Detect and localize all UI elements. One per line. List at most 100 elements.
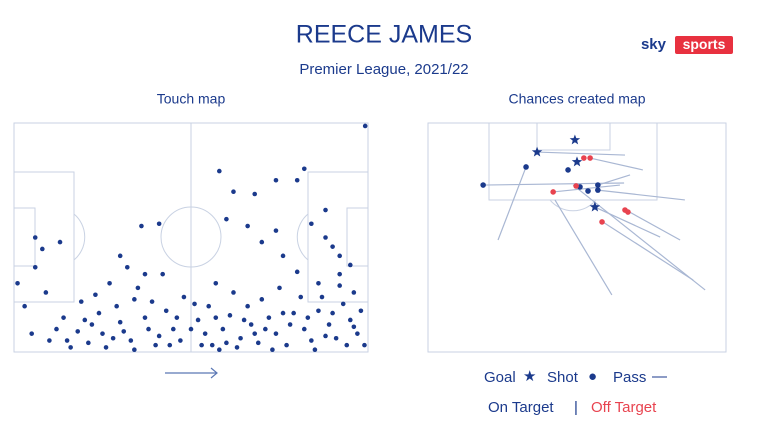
touch	[259, 239, 265, 245]
touch	[309, 338, 314, 343]
touch	[156, 333, 162, 339]
touch	[273, 177, 279, 183]
touch	[15, 281, 20, 286]
touch	[43, 290, 49, 295]
logo-sky: sky	[641, 36, 667, 53]
touch	[64, 338, 70, 343]
touch	[266, 315, 272, 320]
touch	[355, 331, 360, 336]
touch	[32, 264, 38, 270]
touch	[192, 301, 197, 307]
shot	[595, 187, 601, 193]
marks	[15, 123, 706, 353]
touch	[174, 315, 180, 320]
touch	[362, 123, 368, 129]
legend-pass-icon: —	[652, 368, 667, 385]
touch	[337, 283, 342, 288]
touch	[280, 310, 286, 316]
legend-shot-icon: ●	[588, 368, 597, 385]
touch	[301, 326, 307, 332]
legend-off-target: Off Target	[591, 399, 657, 416]
goal	[569, 134, 581, 145]
touch	[270, 347, 275, 353]
logo-box	[675, 36, 733, 54]
touch	[124, 264, 130, 270]
touch	[32, 235, 38, 240]
legend-separator: |	[574, 399, 578, 416]
touch	[348, 262, 353, 268]
pass	[594, 206, 661, 238]
touch	[348, 317, 353, 323]
title: REECE JAMES	[296, 21, 472, 49]
touch	[344, 342, 350, 348]
touch	[330, 244, 335, 249]
touch	[291, 310, 296, 316]
legend-goal: Goal	[484, 369, 516, 386]
touch	[323, 333, 328, 339]
touch	[259, 297, 265, 302]
pass	[597, 174, 631, 186]
touch	[298, 294, 304, 300]
touch	[22, 303, 27, 309]
shot	[550, 189, 556, 195]
touch	[78, 299, 84, 304]
touch	[284, 342, 289, 348]
touch	[330, 310, 335, 316]
touch	[202, 331, 208, 336]
touch	[305, 315, 311, 320]
touch	[323, 207, 328, 213]
pass	[554, 199, 613, 296]
logo-sports: sports	[683, 36, 726, 52]
touch	[57, 239, 63, 245]
pass	[537, 151, 625, 156]
touch	[358, 308, 364, 314]
shot	[480, 182, 486, 188]
direction-arrow	[165, 367, 218, 379]
touch	[301, 166, 307, 172]
touch	[234, 345, 240, 350]
touch	[337, 271, 342, 277]
touch	[167, 342, 173, 348]
touch	[323, 235, 328, 240]
touch	[160, 271, 165, 277]
shot	[587, 155, 593, 161]
touch	[29, 331, 34, 336]
touch	[47, 338, 52, 343]
touch	[217, 168, 222, 174]
touch	[128, 338, 134, 343]
touch	[316, 308, 321, 314]
goal	[571, 156, 583, 167]
touch	[351, 324, 357, 330]
touch	[117, 319, 123, 325]
touch	[146, 326, 151, 332]
touch	[362, 342, 367, 348]
touch	[40, 246, 45, 252]
touch	[287, 322, 293, 327]
touch	[309, 221, 314, 227]
touch	[238, 335, 243, 341]
touch	[326, 322, 332, 327]
touch	[121, 329, 127, 334]
touch	[61, 315, 66, 320]
shot	[595, 182, 601, 188]
touch	[132, 297, 137, 302]
pass	[589, 157, 643, 171]
goal	[589, 201, 601, 212]
shot	[581, 155, 587, 161]
touch	[294, 269, 300, 275]
shot	[565, 167, 571, 173]
legend-pass: Pass	[613, 369, 646, 386]
shot	[625, 209, 631, 215]
touch	[110, 335, 116, 341]
touch	[245, 303, 250, 309]
touch	[75, 329, 81, 334]
touch	[195, 317, 201, 323]
touch	[54, 326, 59, 332]
pass	[497, 166, 527, 241]
touch	[252, 331, 258, 336]
shot	[523, 164, 529, 170]
touch	[213, 315, 219, 320]
touch	[217, 347, 222, 353]
